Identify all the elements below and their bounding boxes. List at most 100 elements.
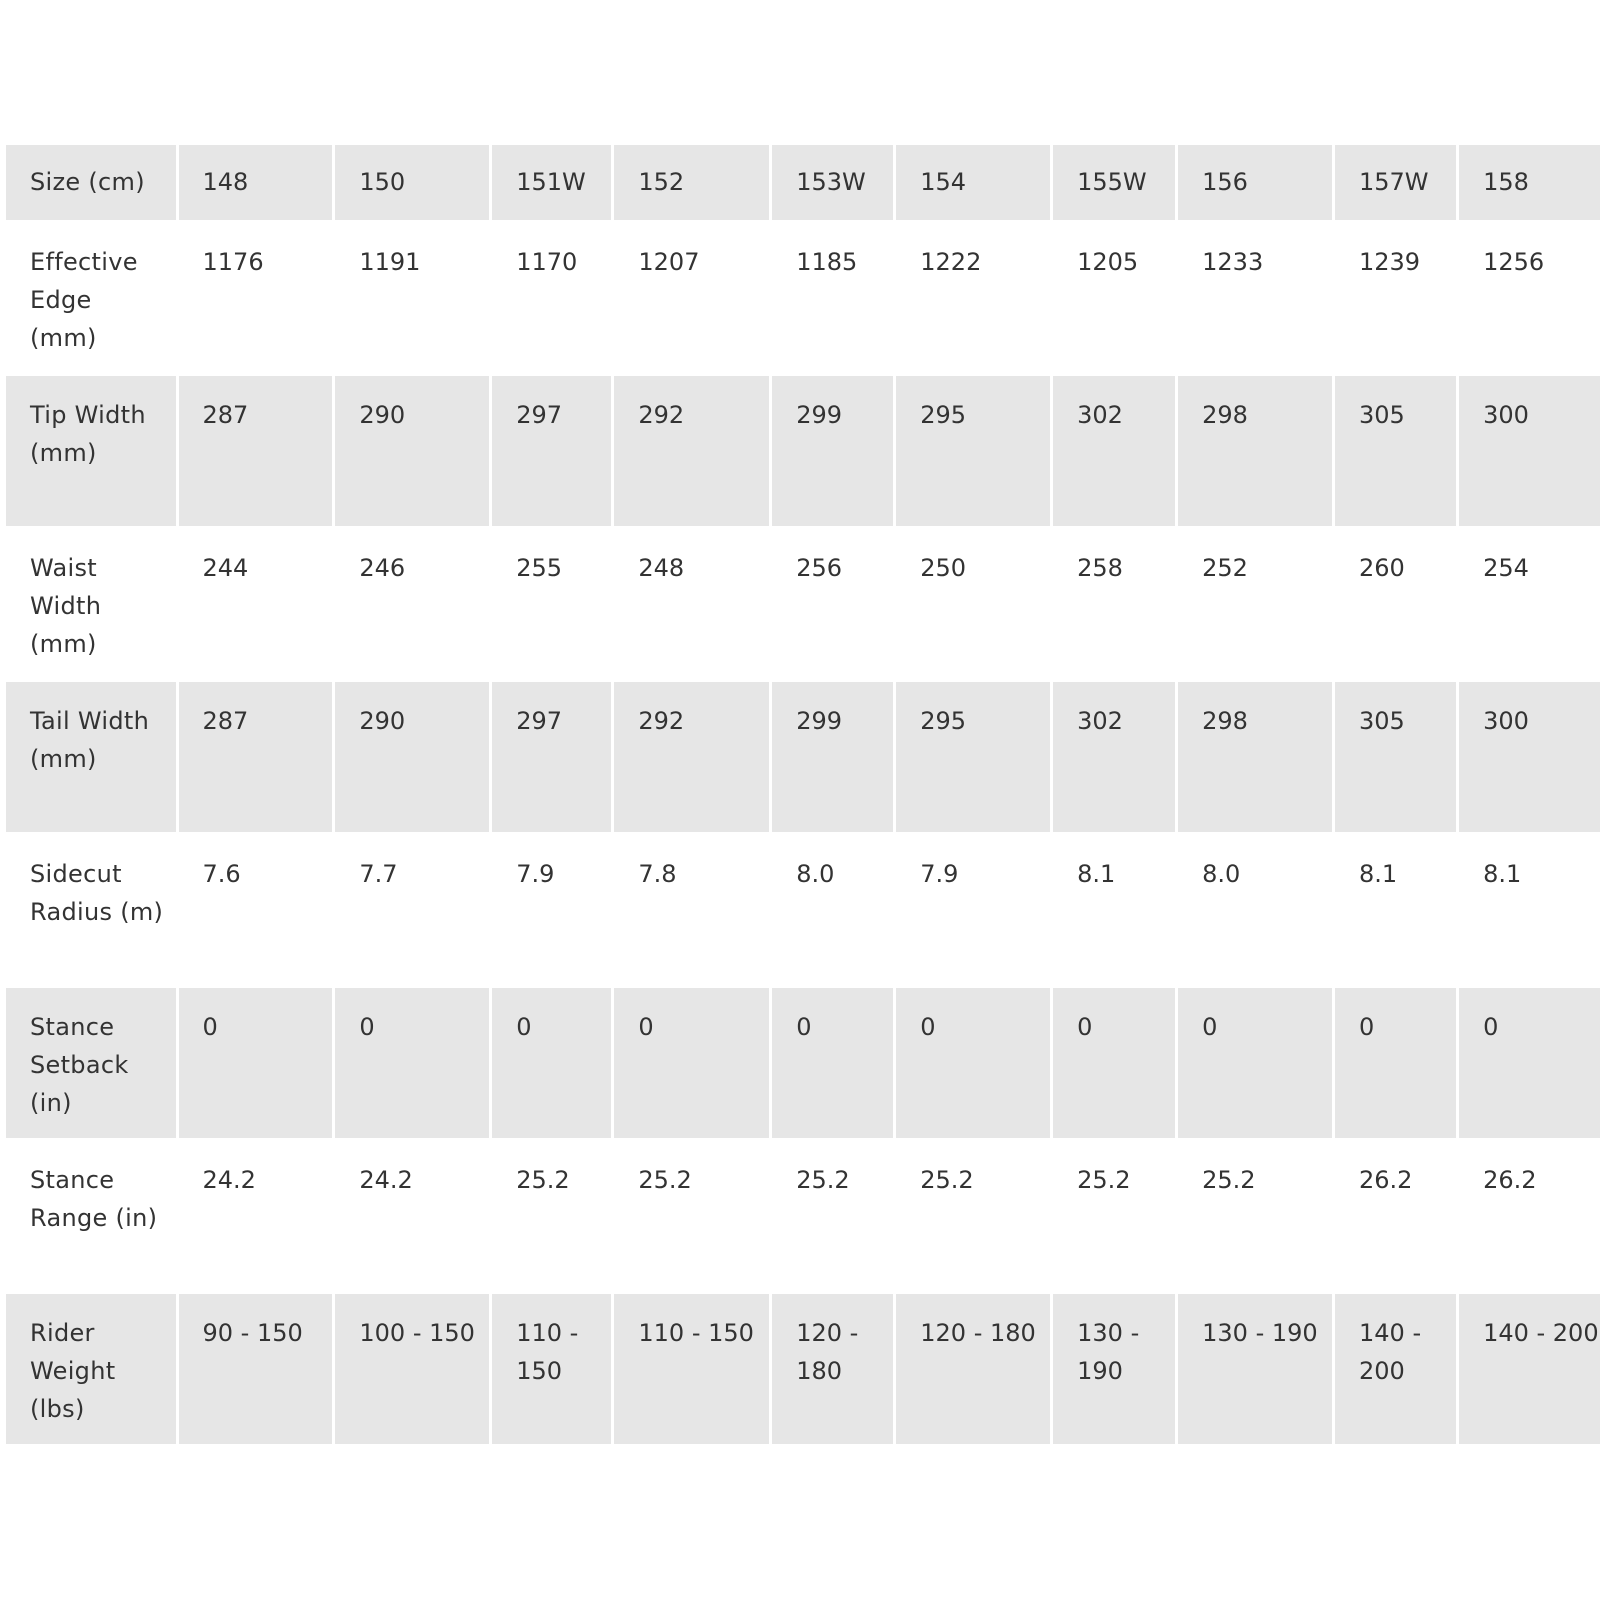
table-row: Stance Range (in) 24.2 24.2 25.2 25.2 25.2 25.… <box>3 1138 1600 1294</box>
table-cell: 8.1 <box>1050 832 1179 988</box>
table-cell: 110 - 150 <box>611 1291 773 1447</box>
table-cell: 244 <box>175 526 336 682</box>
row-label: Rider Weight (lbs) <box>3 1291 179 1447</box>
table-cell: 298 <box>1175 679 1335 835</box>
table-cell: 290 <box>332 373 493 529</box>
table-cell: 157W <box>1331 142 1460 223</box>
table-cell: 255 <box>489 526 615 682</box>
table-row: Stance Setback (in) 0 0 0 0 0 0 0 0 0 0 <box>3 985 1600 1141</box>
table-cell: 1256 <box>1456 220 1600 376</box>
table-cell: 24.2 <box>332 1138 493 1294</box>
table-cell: 0 <box>175 985 336 1141</box>
table-cell: 295 <box>893 373 1054 529</box>
table-cell: 254 <box>1456 526 1600 682</box>
table-cell: 287 <box>175 373 336 529</box>
table-cell: 1170 <box>489 220 615 376</box>
table-cell: 0 <box>489 985 615 1141</box>
table-cell: 1176 <box>175 220 336 376</box>
table-cell: 151W <box>489 142 615 223</box>
table-row: Effective Edge (mm) 1176 1191 1170 1207 1185 1… <box>3 220 1600 376</box>
table-cell: 0 <box>1050 985 1179 1141</box>
table-cell: 8.1 <box>1331 832 1460 988</box>
table-cell: 153W <box>769 142 897 223</box>
table-cell: 25.2 <box>611 1138 773 1294</box>
table-cell: 0 <box>1331 985 1460 1141</box>
table-cell: 8.0 <box>1175 832 1335 988</box>
table-cell: 1222 <box>893 220 1054 376</box>
row-label: Size (cm) <box>3 142 179 223</box>
table-cell: 158 <box>1456 142 1600 223</box>
table-cell: 0 <box>1456 985 1600 1141</box>
row-label: Tip Width (mm) <box>3 373 179 529</box>
table-row: Sidecut Radius (m) 7.6 7.7 7.9 7.8 8.0 7.9 8.1 8… <box>3 832 1600 988</box>
table-cell: 24.2 <box>175 1138 336 1294</box>
table-cell: 120 - 180 <box>893 1291 1054 1447</box>
table-cell: 1205 <box>1050 220 1179 376</box>
table-cell: 148 <box>175 142 336 223</box>
table-cell: 90 - 150 <box>175 1291 336 1447</box>
table-cell: 292 <box>611 679 773 835</box>
size-chart: Size (cm) 148 150 151W 152 153W 154 155W 156 157W… <box>3 142 1600 1447</box>
table-cell: 25.2 <box>1175 1138 1335 1294</box>
table-cell: 258 <box>1050 526 1179 682</box>
row-label: Sidecut Radius (m) <box>3 832 179 988</box>
table-cell: 250 <box>893 526 1054 682</box>
table-cell: 7.6 <box>175 832 336 988</box>
table-cell: 25.2 <box>769 1138 897 1294</box>
table-cell: 305 <box>1331 679 1460 835</box>
row-label: Tail Width (mm) <box>3 679 179 835</box>
table-cell: 297 <box>489 373 615 529</box>
table-cell: 260 <box>1331 526 1460 682</box>
row-label: Stance Range (in) <box>3 1138 179 1294</box>
row-label: Stance Setback (in) <box>3 985 179 1141</box>
table-row: Tail Width (mm) 287 290 297 292 299 295 302 298 3… <box>3 679 1600 835</box>
table-cell: 130 - 190 <box>1050 1291 1179 1447</box>
table-cell: 292 <box>611 373 773 529</box>
table-cell: 300 <box>1456 373 1600 529</box>
table-cell: 7.9 <box>489 832 615 988</box>
table-cell: 302 <box>1050 679 1179 835</box>
table-cell: 300 <box>1456 679 1600 835</box>
specs-table: Size (cm) 148 150 151W 152 153W 154 155W 156 157W… <box>3 142 1600 1447</box>
table-cell: 298 <box>1175 373 1335 529</box>
table-cell: 7.7 <box>332 832 493 988</box>
table-cell: 152 <box>611 142 773 223</box>
table-cell: 155W <box>1050 142 1179 223</box>
table-cell: 256 <box>769 526 897 682</box>
table-cell: 295 <box>893 679 1054 835</box>
table-cell: 140 - 200 <box>1331 1291 1460 1447</box>
table-cell: 25.2 <box>489 1138 615 1294</box>
table-cell: 110 - 150 <box>489 1291 615 1447</box>
table-cell: 0 <box>893 985 1054 1141</box>
table-cell: 252 <box>1175 526 1335 682</box>
table-cell: 25.2 <box>893 1138 1054 1294</box>
table-cell: 287 <box>175 679 336 835</box>
table-cell: 1207 <box>611 220 773 376</box>
header-row: Size (cm) 148 150 151W 152 153W 154 155W 156 157W… <box>3 142 1600 223</box>
table-cell: 140 - 200 <box>1456 1291 1600 1447</box>
table-cell: 0 <box>1175 985 1335 1141</box>
table-cell: 7.8 <box>611 832 773 988</box>
table-cell: 26.2 <box>1456 1138 1600 1294</box>
table-cell: 290 <box>332 679 493 835</box>
table-cell: 1239 <box>1331 220 1460 376</box>
table-cell: 302 <box>1050 373 1179 529</box>
table-cell: 156 <box>1175 142 1335 223</box>
table-row: Rider Weight (lbs) 90 - 150 100 - 150 110 -… <box>3 1291 1600 1447</box>
table-cell: 248 <box>611 526 773 682</box>
table-cell: 0 <box>769 985 897 1141</box>
table-row: Waist Width (mm) 244 246 255 248 256 250 258 252… <box>3 526 1600 682</box>
table-cell: 8.0 <box>769 832 897 988</box>
table-cell: 130 - 190 <box>1175 1291 1335 1447</box>
table-cell: 305 <box>1331 373 1460 529</box>
table-cell: 8.1 <box>1456 832 1600 988</box>
row-label: Waist Width (mm) <box>3 526 179 682</box>
row-label: Effective Edge (mm) <box>3 220 179 376</box>
table-cell: 26.2 <box>1331 1138 1460 1294</box>
table-row: Tip Width (mm) 287 290 297 292 299 295 302 298 30… <box>3 373 1600 529</box>
table-cell: 0 <box>611 985 773 1141</box>
table-cell: 299 <box>769 373 897 529</box>
table-cell: 154 <box>893 142 1054 223</box>
table-cell: 7.9 <box>893 832 1054 988</box>
table-cell: 120 - 180 <box>769 1291 897 1447</box>
